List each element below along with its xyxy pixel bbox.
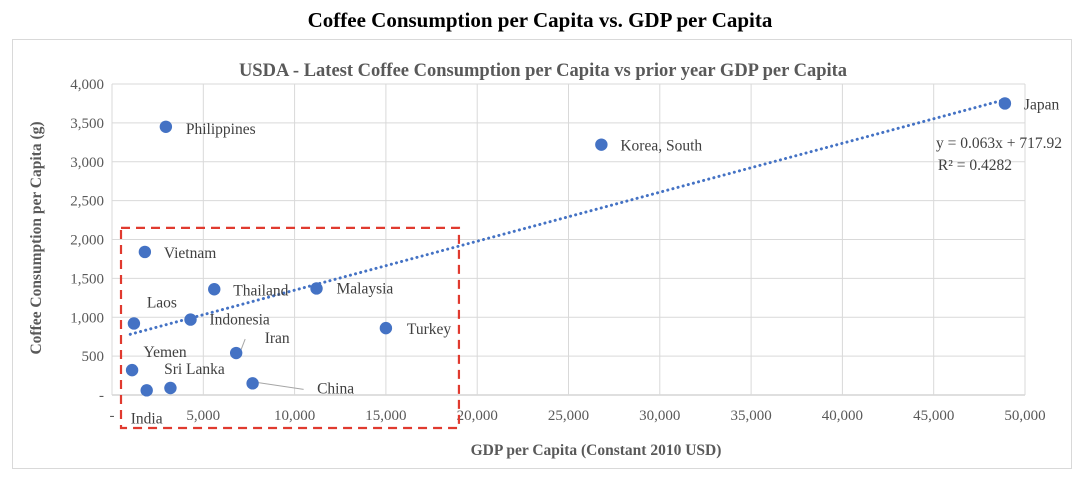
data-point — [140, 384, 153, 397]
data-label: Indonesia — [210, 312, 270, 329]
data-point — [379, 321, 393, 335]
data-label: China — [317, 380, 354, 397]
y-tick-label: 500 — [82, 349, 105, 365]
trendline-r-squared: R² = 0.4282 — [938, 157, 1012, 174]
data-label: Sri Lanka — [164, 361, 225, 378]
x-tick-label: 35,000 — [730, 408, 771, 424]
label-leader-line — [256, 381, 304, 390]
y-tick-label: 4,000 — [70, 77, 104, 93]
data-label: Philippines — [186, 121, 256, 138]
x-tick-label: 10,000 — [274, 408, 315, 424]
data-point — [246, 377, 259, 390]
data-point — [125, 363, 139, 377]
trendline-equation: y = 0.063x + 717.92 — [936, 135, 1062, 152]
x-tick-label: 40,000 — [822, 408, 863, 424]
x-tick-label: 20,000 — [457, 408, 498, 424]
data-point — [595, 138, 608, 151]
x-tick-label: 15,000 — [365, 408, 406, 424]
y-tick-label: - — [99, 388, 104, 404]
data-label: Turkey — [407, 321, 451, 338]
data-point — [998, 97, 1012, 110]
y-tick-label: 2,000 — [70, 233, 104, 249]
page-title: Coffee Consumption per Capita vs. GDP pe… — [307, 8, 773, 32]
y-axis-title: Coffee Consumption per Capita (g) — [28, 121, 45, 354]
data-point — [127, 317, 141, 330]
data-label: Korea, South — [620, 138, 702, 155]
chart-frame — [12, 39, 1072, 469]
grid-lines — [111, 83, 1026, 396]
data-label: Thailand — [233, 282, 288, 299]
y-tick-label: 3,500 — [70, 116, 104, 132]
data-point — [229, 346, 243, 360]
x-tick-label: 30,000 — [639, 408, 680, 424]
y-tick-label: 1,000 — [70, 310, 104, 326]
data-label: Japan — [1024, 96, 1060, 113]
x-tick-label: - — [110, 408, 115, 424]
data-point — [164, 381, 177, 395]
data-point — [208, 283, 221, 296]
data-point — [184, 313, 197, 326]
chart-title: USDA - Latest Coffee Consumption per Cap… — [239, 61, 847, 81]
y-tick-label: 1,500 — [70, 271, 104, 287]
x-tick-label: 25,000 — [548, 408, 589, 424]
data-label: Malaysia — [337, 280, 394, 297]
data-label: India — [131, 410, 163, 427]
x-tick-label: 5,000 — [186, 408, 220, 424]
x-axis-title: GDP per Capita (Constant 2010 USD) — [471, 442, 722, 459]
data-label: Laos — [147, 294, 177, 311]
highlight-box — [119, 226, 461, 430]
data-label: Vietnam — [164, 245, 216, 262]
x-tick-label: 50,000 — [1004, 408, 1045, 424]
data-label: Iran — [265, 330, 290, 347]
data-point — [138, 245, 152, 259]
y-tick-label: 2,500 — [70, 194, 104, 210]
y-tick-label: 3,000 — [70, 155, 104, 171]
data-label: Yemen — [143, 344, 186, 361]
data-point — [159, 120, 173, 133]
x-tick-label: 45,000 — [913, 408, 954, 424]
data-point — [310, 282, 323, 295]
